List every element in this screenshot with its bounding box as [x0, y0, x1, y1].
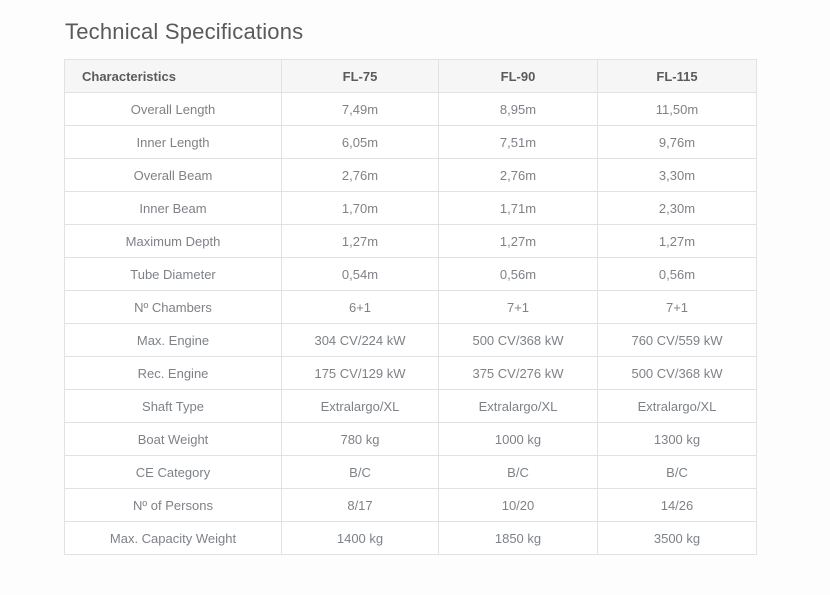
spec-value-fl75: 304 CV/224 kW: [281, 323, 439, 357]
specifications-table: Characteristics FL-75 FL-90 FL-115 Overa…: [64, 59, 757, 555]
spec-value-fl115: 1,27m: [597, 224, 757, 258]
spec-value-fl75: 1400 kg: [281, 521, 439, 555]
spec-value-fl75: 2,76m: [281, 158, 439, 192]
characteristic-label: Nº Chambers: [64, 290, 282, 324]
spec-value-fl75: B/C: [281, 455, 439, 489]
spec-value-fl115: 0,56m: [597, 257, 757, 291]
page-title: Technical Specifications: [65, 19, 304, 44]
spec-value-fl115: 14/26: [597, 488, 757, 522]
table-row: Boat Weight 780 kg 1000 kg 1300 kg: [64, 422, 757, 456]
spec-value-fl75: 7,49m: [281, 92, 439, 126]
table-row: Overall Beam 2,76m 2,76m 3,30m: [64, 158, 757, 192]
content-area: Technical Specifications Characteristics…: [64, 19, 757, 555]
spec-value-fl115: Extralargo/XL: [597, 389, 757, 423]
spec-value-fl90: 2,76m: [438, 158, 598, 192]
characteristic-label: Max. Engine: [64, 323, 282, 357]
spec-value-fl90: 375 CV/276 kW: [438, 356, 598, 390]
table-row: Max. Capacity Weight 1400 kg 1850 kg 3500 k…: [64, 521, 757, 555]
spec-value-fl75: 0,54m: [281, 257, 439, 291]
spec-value-fl90: 8,95m: [438, 92, 598, 126]
spec-value-fl115: 1300 kg: [597, 422, 757, 456]
column-header-fl75: FL-75: [281, 59, 439, 93]
table-row: Inner Beam 1,70m 1,71m 2,30m: [64, 191, 757, 225]
spec-value-fl115: 2,30m: [597, 191, 757, 225]
table-body: Overall Length 7,49m 8,95m 11,50m Inner Leng…: [64, 92, 757, 555]
characteristic-label: Shaft Type: [64, 389, 282, 423]
spec-value-fl90: 7+1: [438, 290, 598, 324]
characteristic-label: Overall Length: [64, 92, 282, 126]
table-row: Rec. Engine 175 CV/129 kW 375 CV/276 kW 500…: [64, 356, 757, 390]
spec-value-fl115: 3500 kg: [597, 521, 757, 555]
column-header-fl90: FL-90: [438, 59, 598, 93]
spec-value-fl90: 1000 kg: [438, 422, 598, 456]
table-row: CE Category B/C B/C B/C: [64, 455, 757, 489]
characteristic-label: Maximum Depth: [64, 224, 282, 258]
characteristic-label: Nº of Persons: [64, 488, 282, 522]
spec-value-fl115: 760 CV/559 kW: [597, 323, 757, 357]
spec-value-fl115: 11,50m: [597, 92, 757, 126]
spec-value-fl90: 1,71m: [438, 191, 598, 225]
spec-value-fl115: 9,76m: [597, 125, 757, 159]
table-row: Max. Engine 304 CV/224 kW 500 CV/368 kW 760…: [64, 323, 757, 357]
table-row: Maximum Depth 1,27m 1,27m 1,27m: [64, 224, 757, 258]
spec-value-fl90: Extralargo/XL: [438, 389, 598, 423]
characteristic-label: Rec. Engine: [64, 356, 282, 390]
table-header-row: Characteristics FL-75 FL-90 FL-115: [64, 59, 757, 93]
column-header-fl115: FL-115: [597, 59, 757, 93]
spec-value-fl115: 3,30m: [597, 158, 757, 192]
spec-value-fl90: 10/20: [438, 488, 598, 522]
spec-value-fl90: 1,27m: [438, 224, 598, 258]
spec-value-fl75: 1,70m: [281, 191, 439, 225]
table-row: Nº Chambers 6+1 7+1 7+1: [64, 290, 757, 324]
table-row: Tube Diameter 0,54m 0,56m 0,56m: [64, 257, 757, 291]
spec-value-fl115: 500 CV/368 kW: [597, 356, 757, 390]
spec-value-fl90: 0,56m: [438, 257, 598, 291]
table-row: Nº of Persons 8/17 10/20 14/26: [64, 488, 757, 522]
spec-value-fl90: 500 CV/368 kW: [438, 323, 598, 357]
characteristic-label: Max. Capacity Weight: [64, 521, 282, 555]
table-row: Shaft Type Extralargo/XL Extralargo/XL Extr…: [64, 389, 757, 423]
characteristic-label: Tube Diameter: [64, 257, 282, 291]
spec-value-fl75: 6+1: [281, 290, 439, 324]
spec-value-fl75: 6,05m: [281, 125, 439, 159]
spec-value-fl75: 780 kg: [281, 422, 439, 456]
table-row: Inner Length 6,05m 7,51m 9,76m: [64, 125, 757, 159]
table-header: Characteristics FL-75 FL-90 FL-115: [64, 59, 757, 93]
column-header-characteristics: Characteristics: [64, 59, 282, 93]
spec-value-fl75: 8/17: [281, 488, 439, 522]
characteristic-label: Inner Beam: [64, 191, 282, 225]
spec-value-fl90: 1850 kg: [438, 521, 598, 555]
table-row: Overall Length 7,49m 8,95m 11,50m: [64, 92, 757, 126]
spec-value-fl75: 175 CV/129 kW: [281, 356, 439, 390]
spec-value-fl115: 7+1: [597, 290, 757, 324]
spec-value-fl90: 7,51m: [438, 125, 598, 159]
characteristic-label: Overall Beam: [64, 158, 282, 192]
characteristic-label: Boat Weight: [64, 422, 282, 456]
spec-value-fl90: B/C: [438, 455, 598, 489]
spec-value-fl115: B/C: [597, 455, 757, 489]
characteristic-label: CE Category: [64, 455, 282, 489]
characteristic-label: Inner Length: [64, 125, 282, 159]
spec-value-fl75: 1,27m: [281, 224, 439, 258]
spec-value-fl75: Extralargo/XL: [281, 389, 439, 423]
